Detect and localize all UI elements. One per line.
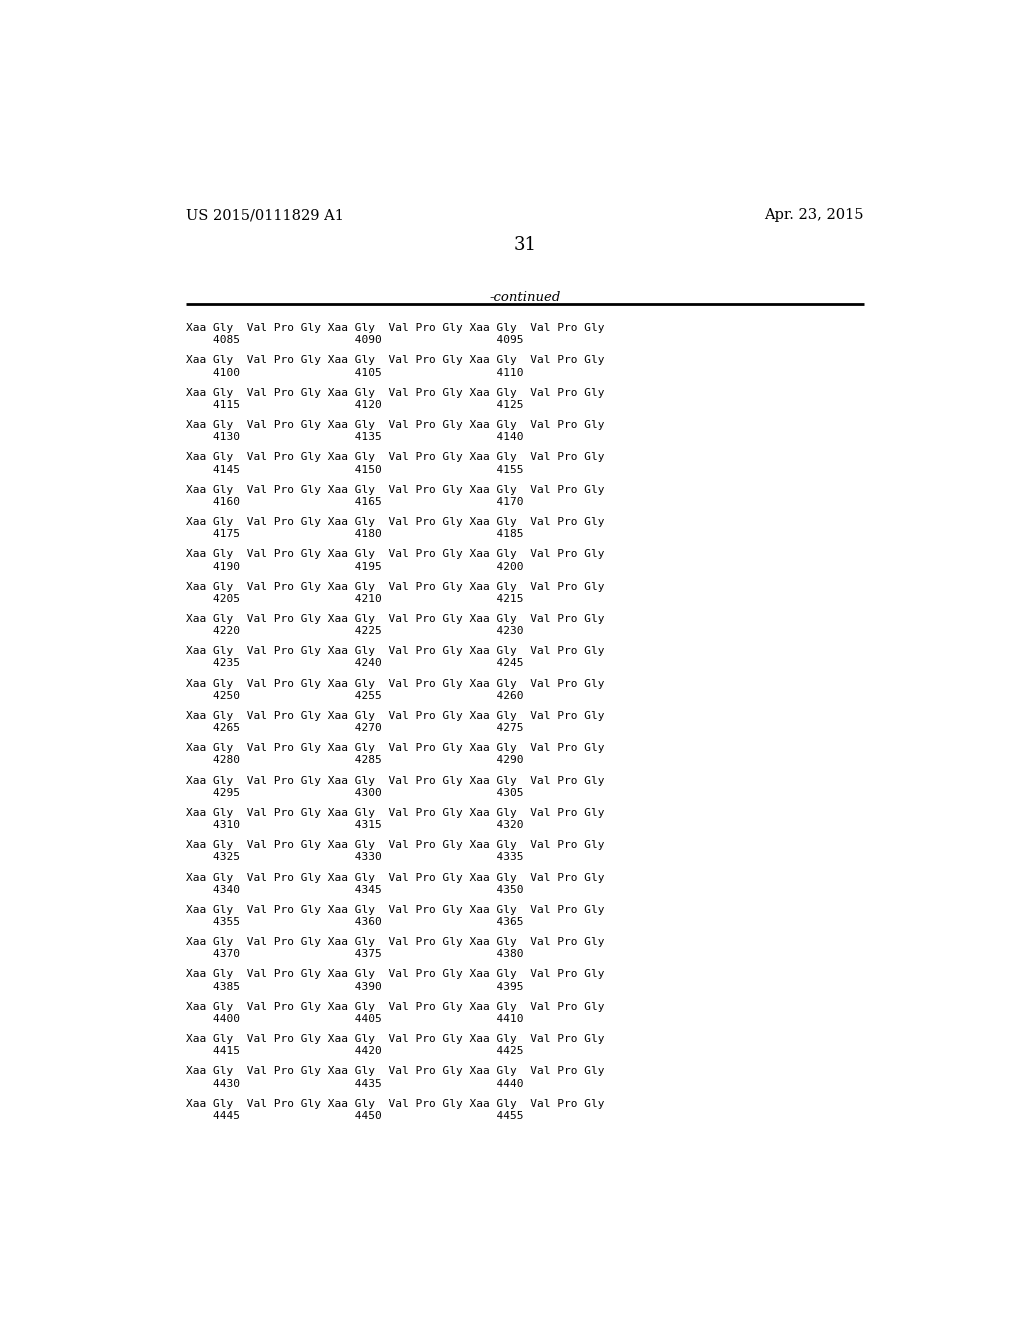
Text: 4115                 4120                 4125: 4115 4120 4125: [186, 400, 523, 411]
Text: 4265                 4270                 4275: 4265 4270 4275: [186, 723, 523, 733]
Text: 4340                 4345                 4350: 4340 4345 4350: [186, 884, 523, 895]
Text: 4415                 4420                 4425: 4415 4420 4425: [186, 1047, 523, 1056]
Text: Xaa Gly  Val Pro Gly Xaa Gly  Val Pro Gly Xaa Gly  Val Pro Gly: Xaa Gly Val Pro Gly Xaa Gly Val Pro Gly …: [186, 904, 604, 915]
Text: 4400                 4405                 4410: 4400 4405 4410: [186, 1014, 523, 1024]
Text: 4190                 4195                 4200: 4190 4195 4200: [186, 561, 523, 572]
Text: Xaa Gly  Val Pro Gly Xaa Gly  Val Pro Gly Xaa Gly  Val Pro Gly: Xaa Gly Val Pro Gly Xaa Gly Val Pro Gly …: [186, 1098, 604, 1109]
Text: Xaa Gly  Val Pro Gly Xaa Gly  Val Pro Gly Xaa Gly  Val Pro Gly: Xaa Gly Val Pro Gly Xaa Gly Val Pro Gly …: [186, 647, 604, 656]
Text: 4385                 4390                 4395: 4385 4390 4395: [186, 982, 523, 991]
Text: Xaa Gly  Val Pro Gly Xaa Gly  Val Pro Gly Xaa Gly  Val Pro Gly: Xaa Gly Val Pro Gly Xaa Gly Val Pro Gly …: [186, 323, 604, 333]
Text: Xaa Gly  Val Pro Gly Xaa Gly  Val Pro Gly Xaa Gly  Val Pro Gly: Xaa Gly Val Pro Gly Xaa Gly Val Pro Gly …: [186, 517, 604, 527]
Text: Xaa Gly  Val Pro Gly Xaa Gly  Val Pro Gly Xaa Gly  Val Pro Gly: Xaa Gly Val Pro Gly Xaa Gly Val Pro Gly …: [186, 808, 604, 818]
Text: 4295                 4300                 4305: 4295 4300 4305: [186, 788, 523, 797]
Text: Xaa Gly  Val Pro Gly Xaa Gly  Val Pro Gly Xaa Gly  Val Pro Gly: Xaa Gly Val Pro Gly Xaa Gly Val Pro Gly …: [186, 1034, 604, 1044]
Text: Xaa Gly  Val Pro Gly Xaa Gly  Val Pro Gly Xaa Gly  Val Pro Gly: Xaa Gly Val Pro Gly Xaa Gly Val Pro Gly …: [186, 841, 604, 850]
Text: Xaa Gly  Val Pro Gly Xaa Gly  Val Pro Gly Xaa Gly  Val Pro Gly: Xaa Gly Val Pro Gly Xaa Gly Val Pro Gly …: [186, 776, 604, 785]
Text: Xaa Gly  Val Pro Gly Xaa Gly  Val Pro Gly Xaa Gly  Val Pro Gly: Xaa Gly Val Pro Gly Xaa Gly Val Pro Gly …: [186, 678, 604, 689]
Text: 31: 31: [513, 236, 537, 253]
Text: 4325                 4330                 4335: 4325 4330 4335: [186, 853, 523, 862]
Text: Xaa Gly  Val Pro Gly Xaa Gly  Val Pro Gly Xaa Gly  Val Pro Gly: Xaa Gly Val Pro Gly Xaa Gly Val Pro Gly …: [186, 355, 604, 366]
Text: 4310                 4315                 4320: 4310 4315 4320: [186, 820, 523, 830]
Text: 4235                 4240                 4245: 4235 4240 4245: [186, 659, 523, 668]
Text: Xaa Gly  Val Pro Gly Xaa Gly  Val Pro Gly Xaa Gly  Val Pro Gly: Xaa Gly Val Pro Gly Xaa Gly Val Pro Gly …: [186, 711, 604, 721]
Text: 4280                 4285                 4290: 4280 4285 4290: [186, 755, 523, 766]
Text: 4220                 4225                 4230: 4220 4225 4230: [186, 626, 523, 636]
Text: Xaa Gly  Val Pro Gly Xaa Gly  Val Pro Gly Xaa Gly  Val Pro Gly: Xaa Gly Val Pro Gly Xaa Gly Val Pro Gly …: [186, 937, 604, 948]
Text: 4175                 4180                 4185: 4175 4180 4185: [186, 529, 523, 539]
Text: 4160                 4165                 4170: 4160 4165 4170: [186, 496, 523, 507]
Text: Xaa Gly  Val Pro Gly Xaa Gly  Val Pro Gly Xaa Gly  Val Pro Gly: Xaa Gly Val Pro Gly Xaa Gly Val Pro Gly …: [186, 549, 604, 560]
Text: 4205                 4210                 4215: 4205 4210 4215: [186, 594, 523, 603]
Text: 4130                 4135                 4140: 4130 4135 4140: [186, 432, 523, 442]
Text: Xaa Gly  Val Pro Gly Xaa Gly  Val Pro Gly Xaa Gly  Val Pro Gly: Xaa Gly Val Pro Gly Xaa Gly Val Pro Gly …: [186, 484, 604, 495]
Text: US 2015/0111829 A1: US 2015/0111829 A1: [186, 209, 344, 222]
Text: Xaa Gly  Val Pro Gly Xaa Gly  Val Pro Gly Xaa Gly  Val Pro Gly: Xaa Gly Val Pro Gly Xaa Gly Val Pro Gly …: [186, 453, 604, 462]
Text: 4085                 4090                 4095: 4085 4090 4095: [186, 335, 523, 346]
Text: -continued: -continued: [489, 290, 560, 304]
Text: Xaa Gly  Val Pro Gly Xaa Gly  Val Pro Gly Xaa Gly  Val Pro Gly: Xaa Gly Val Pro Gly Xaa Gly Val Pro Gly …: [186, 1067, 604, 1076]
Text: Apr. 23, 2015: Apr. 23, 2015: [764, 209, 863, 222]
Text: Xaa Gly  Val Pro Gly Xaa Gly  Val Pro Gly Xaa Gly  Val Pro Gly: Xaa Gly Val Pro Gly Xaa Gly Val Pro Gly …: [186, 969, 604, 979]
Text: 4370                 4375                 4380: 4370 4375 4380: [186, 949, 523, 960]
Text: Xaa Gly  Val Pro Gly Xaa Gly  Val Pro Gly Xaa Gly  Val Pro Gly: Xaa Gly Val Pro Gly Xaa Gly Val Pro Gly …: [186, 873, 604, 883]
Text: Xaa Gly  Val Pro Gly Xaa Gly  Val Pro Gly Xaa Gly  Val Pro Gly: Xaa Gly Val Pro Gly Xaa Gly Val Pro Gly …: [186, 1002, 604, 1012]
Text: Xaa Gly  Val Pro Gly Xaa Gly  Val Pro Gly Xaa Gly  Val Pro Gly: Xaa Gly Val Pro Gly Xaa Gly Val Pro Gly …: [186, 420, 604, 430]
Text: Xaa Gly  Val Pro Gly Xaa Gly  Val Pro Gly Xaa Gly  Val Pro Gly: Xaa Gly Val Pro Gly Xaa Gly Val Pro Gly …: [186, 743, 604, 754]
Text: 4100                 4105                 4110: 4100 4105 4110: [186, 367, 523, 378]
Text: Xaa Gly  Val Pro Gly Xaa Gly  Val Pro Gly Xaa Gly  Val Pro Gly: Xaa Gly Val Pro Gly Xaa Gly Val Pro Gly …: [186, 388, 604, 397]
Text: 4250                 4255                 4260: 4250 4255 4260: [186, 690, 523, 701]
Text: 4445                 4450                 4455: 4445 4450 4455: [186, 1111, 523, 1121]
Text: 4145                 4150                 4155: 4145 4150 4155: [186, 465, 523, 474]
Text: 4430                 4435                 4440: 4430 4435 4440: [186, 1078, 523, 1089]
Text: 4355                 4360                 4365: 4355 4360 4365: [186, 917, 523, 927]
Text: Xaa Gly  Val Pro Gly Xaa Gly  Val Pro Gly Xaa Gly  Val Pro Gly: Xaa Gly Val Pro Gly Xaa Gly Val Pro Gly …: [186, 582, 604, 591]
Text: Xaa Gly  Val Pro Gly Xaa Gly  Val Pro Gly Xaa Gly  Val Pro Gly: Xaa Gly Val Pro Gly Xaa Gly Val Pro Gly …: [186, 614, 604, 624]
